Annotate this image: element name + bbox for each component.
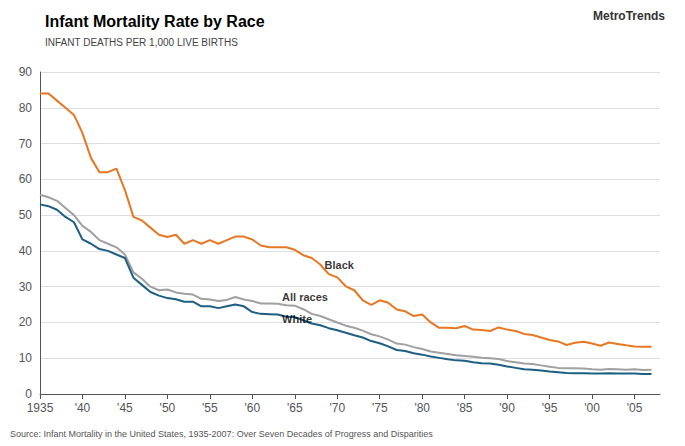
svg-text:40: 40 [19,244,33,258]
svg-text:'05: '05 [627,401,643,415]
svg-text:'90: '90 [499,401,515,415]
svg-text:'80: '80 [414,401,430,415]
svg-text:White: White [282,313,312,325]
svg-text:50: 50 [19,208,33,222]
svg-text:'00: '00 [584,401,600,415]
svg-text:10: 10 [19,351,33,365]
svg-text:70: 70 [19,137,33,151]
svg-text:Black: Black [325,259,355,271]
svg-text:'65: '65 [287,401,303,415]
svg-text:'95: '95 [542,401,558,415]
svg-text:'55: '55 [202,401,218,415]
svg-text:80: 80 [19,101,33,115]
svg-text:'50: '50 [160,401,176,415]
svg-text:90: 90 [19,65,33,79]
svg-text:Source: Infant Mortality in th: Source: Infant Mortality in the United S… [10,429,433,439]
svg-text:'70: '70 [329,401,345,415]
svg-text:Infant Mortality Rate by Race: Infant Mortality Rate by Race [45,13,265,30]
svg-text:MetroTrends: MetroTrends [593,9,665,23]
svg-text:20: 20 [19,315,33,329]
svg-text:'75: '75 [372,401,388,415]
svg-text:'45: '45 [117,401,133,415]
svg-text:INFANT DEATHS PER 1,000 LIVE B: INFANT DEATHS PER 1,000 LIVE BIRTHS [45,37,238,48]
svg-text:1935: 1935 [27,401,54,415]
svg-text:'40: '40 [75,401,91,415]
svg-text:'60: '60 [245,401,261,415]
svg-text:0: 0 [25,387,32,401]
svg-text:All races: All races [282,291,328,303]
svg-text:60: 60 [19,172,33,186]
svg-text:'85: '85 [457,401,473,415]
svg-text:30: 30 [19,280,33,294]
